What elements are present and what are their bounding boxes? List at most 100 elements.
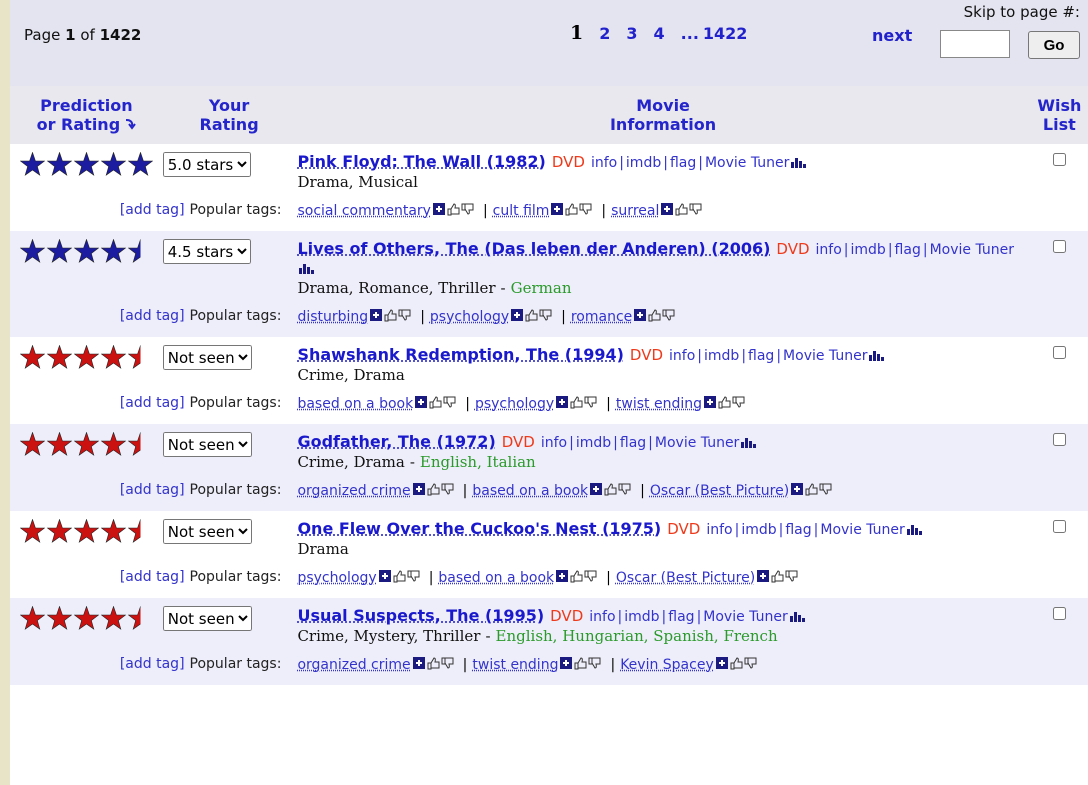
info-link[interactable]: info bbox=[540, 435, 568, 451]
go-button[interactable]: Go bbox=[1028, 31, 1080, 59]
info-link[interactable]: flag bbox=[894, 242, 921, 258]
tag[interactable]: cult film bbox=[492, 203, 550, 219]
info-link[interactable]: Movie Tuner bbox=[820, 522, 905, 538]
movie-title[interactable]: Pink Floyd: The Wall (1982) bbox=[297, 152, 546, 171]
tag-icons[interactable] bbox=[661, 202, 703, 216]
rating-select[interactable]: 5.0 stars bbox=[162, 152, 251, 177]
rating-select[interactable]: Not seen bbox=[162, 606, 252, 631]
next-link[interactable]: next bbox=[872, 26, 913, 45]
thumb-up[interactable] bbox=[574, 657, 587, 670]
tuner-icon[interactable] bbox=[869, 349, 885, 361]
tag[interactable]: Kevin Spacey bbox=[620, 657, 714, 673]
info-link[interactable]: Movie Tuner bbox=[704, 155, 790, 171]
info-link[interactable]: info bbox=[590, 155, 618, 171]
thumb-down[interactable] bbox=[539, 309, 552, 321]
thumb-up[interactable] bbox=[570, 396, 583, 409]
tuner-icon[interactable] bbox=[906, 523, 923, 535]
tuner-icon[interactable] bbox=[741, 436, 757, 448]
thumb-up[interactable] bbox=[384, 309, 397, 322]
thumb-down[interactable] bbox=[441, 483, 454, 495]
info-link[interactable]: imdb bbox=[704, 348, 740, 364]
rating-select[interactable]: Not seen bbox=[162, 519, 252, 544]
tag-icons[interactable] bbox=[415, 395, 457, 409]
page-link[interactable]: 3 bbox=[626, 24, 638, 43]
tag[interactable]: Oscar (Best Picture) bbox=[615, 570, 756, 586]
thumb-up[interactable] bbox=[805, 483, 818, 496]
tag-icons[interactable] bbox=[703, 395, 746, 409]
tag[interactable]: psychology bbox=[429, 309, 510, 325]
tag-icons[interactable] bbox=[412, 482, 455, 496]
movie-title[interactable]: Usual Suspects, The (1995) bbox=[297, 606, 545, 625]
wish-checkbox[interactable] bbox=[1053, 520, 1067, 533]
tuner-icon[interactable] bbox=[791, 156, 807, 168]
thumb-down[interactable] bbox=[689, 203, 702, 215]
tag-icons[interactable] bbox=[378, 569, 421, 583]
info-link[interactable]: info bbox=[706, 522, 733, 538]
tag[interactable]: based on a book bbox=[472, 483, 589, 499]
thumb-down[interactable] bbox=[461, 203, 474, 215]
thumb-up[interactable] bbox=[648, 309, 661, 322]
wish-checkbox[interactable] bbox=[1053, 433, 1067, 446]
rating-select[interactable]: 4.5 stars bbox=[162, 239, 251, 264]
thumb-up[interactable] bbox=[429, 396, 442, 409]
tag-icons[interactable] bbox=[791, 482, 833, 496]
add-tag[interactable]: [add tag] bbox=[119, 308, 185, 324]
thumb-down[interactable] bbox=[588, 657, 601, 669]
movie-title[interactable]: One Flew Over the Cuckoo's Nest (1975) bbox=[297, 519, 662, 538]
tag-icons[interactable] bbox=[590, 482, 632, 496]
thumb-down[interactable] bbox=[579, 203, 592, 215]
movie-title[interactable]: Shawshank Redemption, The (1994) bbox=[297, 345, 624, 364]
info-link[interactable]: imdb bbox=[625, 155, 662, 171]
page-link[interactable]: 2 bbox=[599, 24, 611, 43]
tag-icons[interactable] bbox=[560, 656, 602, 670]
thumb-up[interactable] bbox=[675, 203, 688, 216]
rating-select[interactable]: Not seen bbox=[162, 345, 252, 370]
info-link[interactable]: imdb bbox=[850, 242, 886, 258]
tag[interactable]: surreal bbox=[611, 203, 660, 219]
thumb-up[interactable] bbox=[447, 203, 460, 216]
tag-icons[interactable] bbox=[432, 202, 475, 216]
tag[interactable]: social commentary bbox=[297, 203, 431, 219]
tag[interactable]: Oscar (Best Picture) bbox=[649, 483, 790, 499]
thumb-down[interactable] bbox=[819, 483, 832, 495]
info-link[interactable]: info bbox=[589, 609, 616, 625]
add-tag[interactable]: [add tag] bbox=[119, 202, 185, 218]
thumb-down[interactable] bbox=[662, 309, 675, 321]
info-link[interactable]: flag bbox=[748, 348, 775, 364]
tag[interactable]: organized crime bbox=[297, 483, 411, 499]
info-link[interactable]: info bbox=[669, 348, 696, 364]
page-link[interactable]: 4 bbox=[653, 24, 665, 43]
thumb-down[interactable] bbox=[744, 657, 757, 669]
tag[interactable]: organized crime bbox=[297, 657, 411, 673]
info-link[interactable]: Movie Tuner bbox=[703, 609, 788, 625]
tag-icons[interactable] bbox=[556, 395, 598, 409]
rating-select[interactable]: Not seen bbox=[162, 432, 252, 457]
info-link[interactable]: Movie Tuner bbox=[654, 435, 740, 451]
thumb-up[interactable] bbox=[525, 309, 538, 322]
tag-icons[interactable] bbox=[370, 308, 412, 322]
page-link[interactable]: 1422 bbox=[702, 24, 748, 43]
tag-icons[interactable] bbox=[511, 308, 553, 322]
info-link[interactable]: imdb bbox=[741, 522, 777, 538]
info-link[interactable]: flag bbox=[668, 609, 695, 625]
thumb-up[interactable] bbox=[730, 657, 743, 670]
tag[interactable]: psychology bbox=[474, 396, 555, 412]
thumb-down[interactable] bbox=[398, 309, 411, 321]
info-link[interactable]: Movie Tuner bbox=[783, 348, 868, 364]
add-tag[interactable]: [add tag] bbox=[119, 395, 185, 411]
tag-icons[interactable] bbox=[556, 569, 598, 583]
thumb-down[interactable] bbox=[584, 396, 597, 408]
info-link[interactable]: imdb bbox=[575, 435, 612, 451]
tag[interactable]: twist ending bbox=[615, 396, 702, 412]
tag[interactable]: disturbing bbox=[297, 309, 369, 325]
thumb-up[interactable] bbox=[718, 396, 731, 409]
info-link[interactable]: info bbox=[815, 242, 842, 258]
tag-icons[interactable] bbox=[412, 656, 455, 670]
movie-title[interactable]: Godfather, The (1972) bbox=[297, 432, 496, 451]
wish-checkbox[interactable] bbox=[1053, 607, 1067, 620]
add-tag[interactable]: [add tag] bbox=[119, 656, 185, 672]
info-link[interactable]: flag bbox=[619, 435, 647, 451]
tag[interactable]: based on a book bbox=[438, 570, 555, 586]
tag[interactable]: based on a book bbox=[297, 396, 414, 412]
thumb-down[interactable] bbox=[441, 657, 454, 669]
